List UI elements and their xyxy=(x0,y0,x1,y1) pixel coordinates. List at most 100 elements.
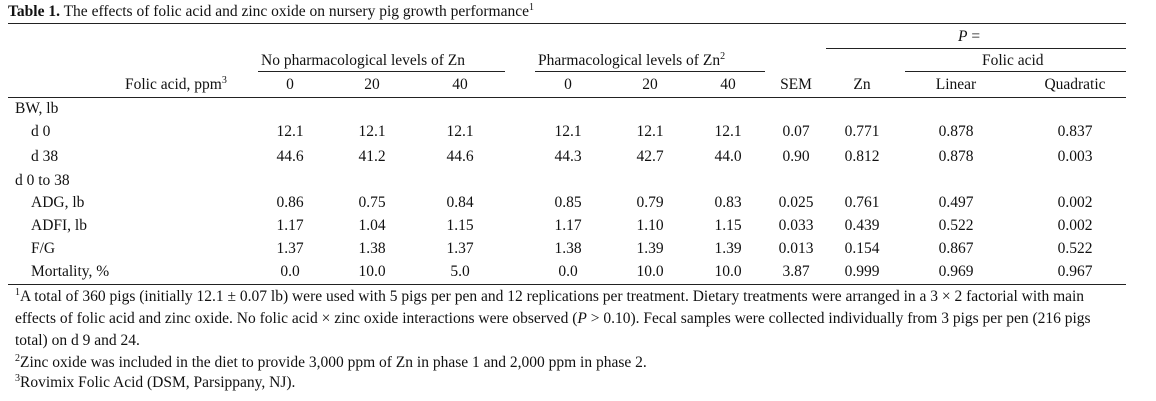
table-cell: 0.013 xyxy=(778,240,814,257)
table-cell: 0.969 xyxy=(938,263,974,280)
group-note: 2 xyxy=(720,51,726,62)
column-header: 20 xyxy=(642,76,658,93)
row-label: d 38 xyxy=(31,148,59,165)
table-cell: 0.90 xyxy=(782,148,810,165)
table-cell: 0.002 xyxy=(1057,217,1093,234)
table-cell: 1.37 xyxy=(276,240,304,257)
table-cell: 1.15 xyxy=(714,217,742,234)
top-rule xyxy=(8,23,1126,24)
row-label: ADG, lb xyxy=(31,194,85,211)
table-cell: 1.38 xyxy=(358,240,386,257)
table-cell: 0.0 xyxy=(280,263,300,280)
table-cell: 1.39 xyxy=(636,240,664,257)
row-label: F/G xyxy=(31,240,56,257)
column-header: SEM xyxy=(780,76,812,93)
row-label: d 0 xyxy=(31,123,51,140)
table-cell: 3.87 xyxy=(782,263,810,280)
table-cell: 0.0 xyxy=(558,263,578,280)
table-cell: 0.75 xyxy=(358,194,386,211)
table-cell: 12.1 xyxy=(636,123,664,140)
section-label: BW, lb xyxy=(15,100,59,117)
table-cell: 42.7 xyxy=(636,148,664,165)
group-rule xyxy=(258,71,505,72)
footnote: 3Rovimix Folic Acid (DSM, Parsippany, NJ… xyxy=(15,372,1110,394)
footnote-text: > 0.10). Fecal samples were collected in… xyxy=(15,310,1091,349)
row-label: ADFI, lb xyxy=(31,217,87,234)
table-cell: 0.84 xyxy=(446,194,474,211)
table-cell: 5.0 xyxy=(450,263,470,280)
table-cell: 0.025 xyxy=(778,194,814,211)
footnote: 1A total of 360 pigs (initially 12.1 ± 0… xyxy=(15,286,1110,352)
table-cell: 0.003 xyxy=(1057,148,1093,165)
table-cell: 0.154 xyxy=(844,240,880,257)
p-rule xyxy=(826,48,1126,49)
header-rule xyxy=(8,97,1126,98)
title-label: Table 1. xyxy=(8,3,60,20)
table-title: Table 1. The effects of folic acid and z… xyxy=(8,1,534,23)
group-header: Folic acid xyxy=(982,52,1044,69)
table-cell: 0.522 xyxy=(938,217,974,234)
table-cell: 0.878 xyxy=(938,148,974,165)
column-header: 0 xyxy=(286,76,294,93)
table-cell: 44.0 xyxy=(714,148,742,165)
table-cell: 0.07 xyxy=(782,123,810,140)
table-cell: 44.6 xyxy=(276,148,304,165)
table-cell: 44.6 xyxy=(446,148,474,165)
table-cell: 0.497 xyxy=(938,194,974,211)
table-cell: 12.1 xyxy=(276,123,304,140)
title-text: The effects of folic acid and zinc oxide… xyxy=(63,3,529,20)
table-cell: 0.837 xyxy=(1057,123,1093,140)
column-header: 40 xyxy=(452,76,468,93)
table-cell: 0.812 xyxy=(844,148,880,165)
row-header-text: Folic acid, ppm xyxy=(125,76,222,93)
table-cell: 0.761 xyxy=(844,194,880,211)
table-cell: 0.033 xyxy=(778,217,814,234)
table-cell: 0.79 xyxy=(636,194,664,211)
group-text: Pharmacological levels of Zn xyxy=(538,52,721,69)
section-label: d 0 to 38 xyxy=(15,172,70,189)
title-note: 1 xyxy=(529,2,534,13)
table-cell: 12.1 xyxy=(714,123,742,140)
table-cell: 0.771 xyxy=(844,123,880,140)
footnote-mark: 1 xyxy=(15,287,20,298)
group-rule xyxy=(535,71,765,72)
table-cell: 1.15 xyxy=(446,217,474,234)
table-cell: 1.04 xyxy=(358,217,386,234)
table-cell: 10.0 xyxy=(636,263,664,280)
footnote-text: A total of 360 pigs (initially 12.1 ± 0.… xyxy=(15,288,1085,327)
column-header: Zn xyxy=(853,76,871,93)
footnote-text: Rovimix Folic Acid (DSM, Parsippany, NJ)… xyxy=(20,374,296,391)
column-header: 20 xyxy=(364,76,380,93)
table-cell: 0.967 xyxy=(1057,263,1093,280)
column-header: 0 xyxy=(564,76,572,93)
column-header: Linear xyxy=(935,76,977,93)
footnote-mark: 3 xyxy=(15,373,20,384)
table-cell: 0.83 xyxy=(714,194,742,211)
column-header: Quadratic xyxy=(1044,76,1106,93)
table-cell: 1.37 xyxy=(446,240,474,257)
table-cell: 12.1 xyxy=(554,123,582,140)
table-cell: 0.85 xyxy=(554,194,582,211)
footnote-mark: 2 xyxy=(15,353,20,364)
bottom-rule xyxy=(8,284,1126,285)
column-header: 40 xyxy=(720,76,736,93)
table-cell: 10.0 xyxy=(358,263,386,280)
table-cell: 0.878 xyxy=(938,123,974,140)
table-cell: 12.1 xyxy=(446,123,474,140)
footnote-italic: P xyxy=(577,310,587,327)
table-cell: 44.3 xyxy=(554,148,582,165)
table-cell: 0.86 xyxy=(276,194,304,211)
group-header: No pharmacological levels of Zn xyxy=(261,52,466,69)
table-cell: 41.2 xyxy=(358,148,386,165)
table-cell: 1.10 xyxy=(636,217,664,234)
table-cell: 1.39 xyxy=(714,240,742,257)
table-cell: 0.867 xyxy=(938,240,974,257)
footnote: 2Zinc oxide was included in the diet to … xyxy=(15,352,1110,374)
row-label: Mortality, % xyxy=(31,263,110,280)
table-cell: 1.17 xyxy=(276,217,304,234)
footnote-text: Zinc oxide was included in the diet to p… xyxy=(20,354,647,371)
table-cell: 0.439 xyxy=(844,217,880,234)
table-cell: 0.999 xyxy=(844,263,880,280)
table-cell: 1.17 xyxy=(554,217,582,234)
